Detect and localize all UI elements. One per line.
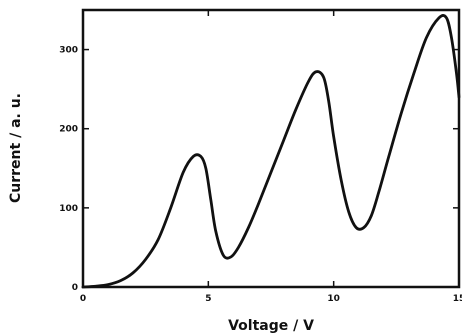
x-axis-label: Voltage / V [228, 318, 314, 333]
y-tick-label: 200 [59, 125, 78, 135]
x-tick-label: 15 [453, 294, 462, 304]
plot-frame [81, 8, 461, 289]
y-tick-label: 100 [59, 204, 78, 214]
x-tick-label: 5 [205, 294, 211, 304]
series-line [81, 14, 461, 289]
y-axis-label: Current / a. u. [8, 93, 24, 203]
y-tick-label: 300 [59, 46, 78, 56]
x-tick-label: 0 [80, 294, 86, 304]
tick-labels: 0 5 10 15 0 100 200 300 [59, 46, 462, 304]
axis-ticks [82, 10, 460, 288]
y-tick-label: 0 [72, 283, 78, 293]
x-tick-label: 10 [327, 294, 340, 304]
